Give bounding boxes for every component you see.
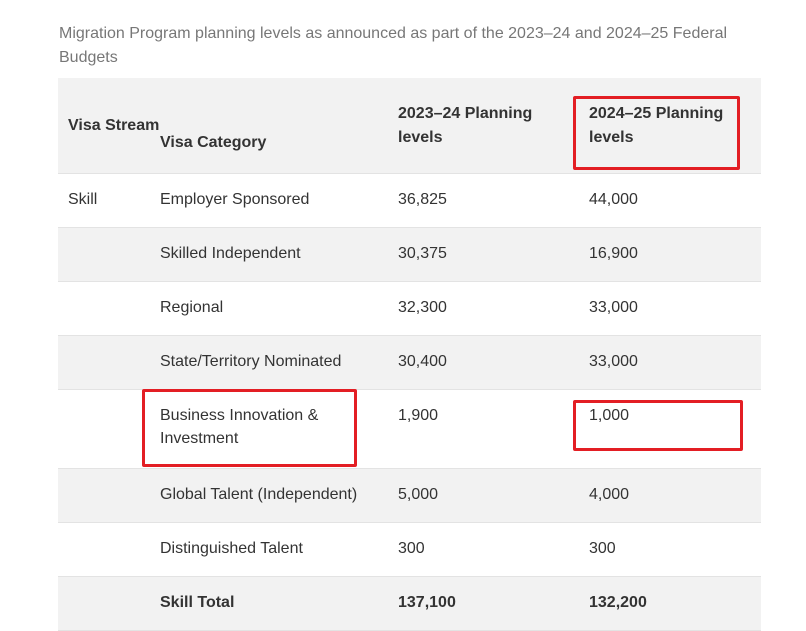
header-2023-24-planning: 2023–24 Planning levels bbox=[398, 78, 579, 174]
cell-2024-25-total: 132,200 bbox=[579, 576, 761, 631]
header-visa-category: Visa Category bbox=[160, 78, 398, 174]
cell-category: Global Talent (Independent) bbox=[160, 468, 398, 523]
cell-stream bbox=[58, 227, 160, 282]
cell-category: State/Territory Nominated bbox=[160, 335, 398, 390]
cell-2023-24: 300 bbox=[398, 522, 579, 577]
cell-2024-25: 33,000 bbox=[579, 281, 761, 336]
cell-2023-24: 1,900 bbox=[398, 389, 579, 469]
cell-category: Distinguished Talent bbox=[160, 522, 398, 577]
cell-2024-25: 33,000 bbox=[579, 335, 761, 390]
header-2024-25-planning: 2024–25 Planning levels bbox=[579, 78, 761, 174]
cell-2024-25: 4,000 bbox=[579, 468, 761, 523]
cell-2024-25: 300 bbox=[579, 522, 761, 577]
cell-2023-24: 5,000 bbox=[398, 468, 579, 523]
cell-stream bbox=[58, 389, 160, 469]
table-total-row: Skill Total 137,100 132,200 bbox=[58, 576, 761, 631]
cell-2023-24-total: 137,100 bbox=[398, 576, 579, 631]
cell-2023-24: 36,825 bbox=[398, 173, 579, 228]
cell-stream bbox=[58, 576, 160, 631]
table-row: Regional 32,300 33,000 bbox=[58, 281, 761, 336]
table-row: State/Territory Nominated 30,400 33,000 bbox=[58, 335, 761, 390]
cell-2024-25: 1,000 bbox=[579, 389, 761, 469]
cell-category: Business Innovation & Investment bbox=[160, 389, 398, 469]
cell-category: Employer Sponsored bbox=[160, 173, 398, 228]
cell-2024-25: 44,000 bbox=[579, 173, 761, 228]
table-row: Global Talent (Independent) 5,000 4,000 bbox=[58, 468, 761, 523]
cell-stream: Skill bbox=[58, 173, 160, 228]
cell-2023-24: 32,300 bbox=[398, 281, 579, 336]
cell-category-total: Skill Total bbox=[160, 576, 398, 631]
table-row: Distinguished Talent 300 300 bbox=[58, 522, 761, 577]
cell-category: Skilled Independent bbox=[160, 227, 398, 282]
header-visa-stream: Visa Stream bbox=[58, 78, 160, 174]
cell-2023-24: 30,375 bbox=[398, 227, 579, 282]
table-row: Skill Employer Sponsored 36,825 44,000 bbox=[58, 173, 761, 228]
cell-2024-25: 16,900 bbox=[579, 227, 761, 282]
cell-stream bbox=[58, 335, 160, 390]
cell-stream bbox=[58, 522, 160, 577]
cell-2023-24: 30,400 bbox=[398, 335, 579, 390]
cell-stream bbox=[58, 468, 160, 523]
table-row: Skilled Independent 30,375 16,900 bbox=[58, 227, 761, 282]
cell-stream bbox=[58, 281, 160, 336]
cell-category: Regional bbox=[160, 281, 398, 336]
table-row: Business Innovation & Investment 1,900 1… bbox=[58, 389, 761, 469]
table-caption: Migration Program planning levels as ann… bbox=[59, 25, 728, 66]
table-header-row: Visa Stream Visa Category 2023–24 Planni… bbox=[58, 78, 761, 174]
migration-planning-table: Visa Stream Visa Category 2023–24 Planni… bbox=[58, 78, 761, 631]
